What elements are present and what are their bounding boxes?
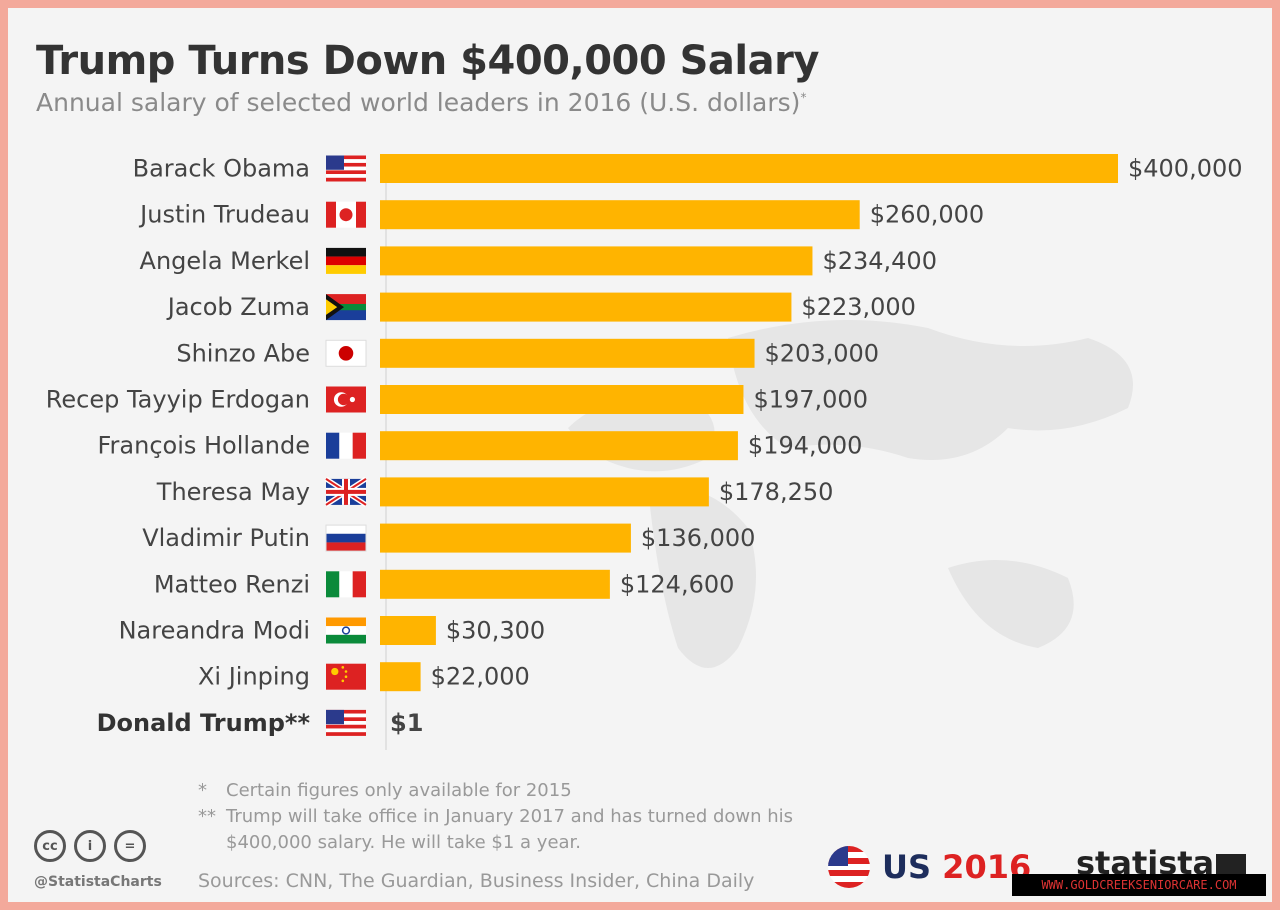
statista-handle: @StatistaCharts [34, 874, 162, 890]
bar [380, 338, 755, 368]
us-2016-logo: US 2016 [828, 846, 1031, 888]
value-label: $194,000 [748, 432, 863, 460]
footnote-mark: * [198, 780, 207, 801]
chart-subtitle: Annual salary of selected world leaders … [36, 88, 806, 117]
bar-chart: Barack Obama $400,000 Justin Trudeau $260,0… [46, 154, 1243, 750]
value-label: $197,000 [753, 386, 868, 414]
bar [380, 154, 1118, 183]
us-2016-text: US 2016 [882, 848, 1031, 886]
category-label: Justin Trudeau [138, 201, 310, 229]
license-icons: cc i = [34, 830, 146, 862]
india-flag-icon [326, 617, 366, 644]
value-label: $22,000 [431, 663, 530, 691]
bar [380, 292, 792, 322]
bar [380, 431, 738, 461]
bar [380, 662, 421, 692]
bar [380, 477, 709, 507]
category-label: Donald Trump** [97, 709, 311, 737]
value-label: $136,000 [641, 524, 756, 552]
category-label: Matteo Renzi [154, 570, 310, 598]
italy-flag-icon [326, 571, 366, 598]
chart-title: Trump Turns Down $400,000 Salary [36, 38, 819, 84]
category-label: Theresa May [156, 478, 310, 506]
value-label: $124,600 [620, 570, 735, 598]
bar [380, 616, 436, 645]
value-label: $234,400 [822, 247, 937, 275]
category-label: Recep Tayyip Erdogan [46, 386, 310, 414]
value-label: $260,000 [870, 201, 985, 229]
attribution-icon: i [74, 830, 106, 862]
value-label: $400,000 [1128, 155, 1243, 183]
turkey-flag-icon [326, 386, 366, 413]
canada-flag-icon [326, 201, 366, 228]
footnotes: * Certain figures only available for 201… [198, 778, 816, 856]
us-prefix: US [882, 848, 932, 886]
category-label: Xi Jinping [198, 663, 310, 691]
footnote-text: Trump will take office in January 2017 a… [226, 806, 794, 853]
category-label: Barack Obama [133, 155, 310, 183]
footnote-2: ** Trump will take office in January 201… [198, 804, 816, 856]
uk-flag-icon [324, 476, 368, 507]
bar [380, 385, 744, 414]
us-flag-icon [828, 846, 870, 888]
category-label: Angela Merkel [140, 247, 310, 275]
footnote-mark: ** [198, 806, 216, 827]
subtitle-footnote-mark: * [800, 90, 807, 105]
japan-flag-icon [325, 339, 367, 367]
france-flag-icon [326, 432, 366, 459]
watermark: WWW.GOLDCREEKSENIORCARE.COM [1012, 874, 1266, 896]
south-africa-flag-icon [326, 294, 366, 321]
subtitle-text: Annual salary of selected world leaders … [36, 88, 801, 117]
chart-card: Trump Turns Down $400,000 Salary Annual … [8, 8, 1272, 902]
category-label: François Hollande [97, 432, 310, 460]
category-label: Shinzo Abe [176, 339, 310, 367]
value-label: $203,000 [765, 339, 880, 367]
value-label: $223,000 [801, 293, 916, 321]
category-label: Nareandra Modi [119, 617, 310, 645]
value-label: $1 [390, 709, 423, 737]
cc-icon: cc [34, 830, 66, 862]
china-flag-icon [326, 663, 366, 690]
bar [380, 523, 631, 553]
value-label: $30,300 [446, 617, 545, 645]
russia-flag-icon [325, 524, 367, 552]
value-label: $178,250 [719, 478, 834, 506]
category-label: Jacob Zuma [166, 293, 310, 321]
us-flag-icon [326, 155, 366, 182]
bar [380, 200, 860, 230]
bar [380, 246, 813, 276]
no-derivatives-icon: = [114, 830, 146, 862]
world-map-background [568, 320, 1133, 668]
bar [380, 569, 610, 599]
germany-flag-icon [326, 247, 366, 274]
category-label: Vladimir Putin [142, 524, 310, 552]
us-flag-icon [326, 709, 366, 736]
footnote-1: * Certain figures only available for 201… [198, 778, 816, 804]
footnote-text: Certain figures only available for 2015 [226, 780, 572, 801]
sources-text: Sources: CNN, The Guardian, Business Ins… [198, 870, 755, 892]
